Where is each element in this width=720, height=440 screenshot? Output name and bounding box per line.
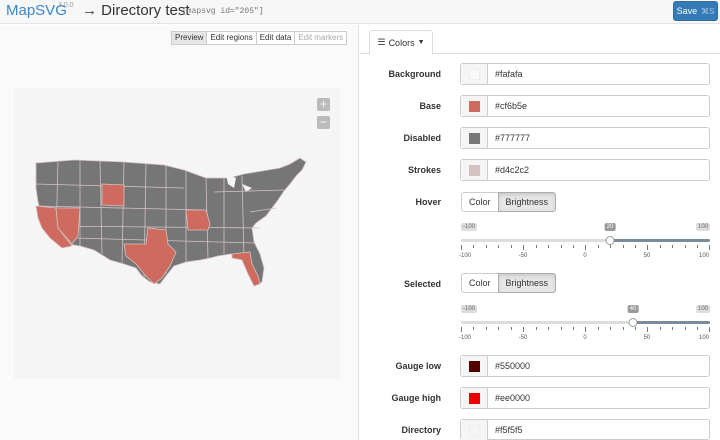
disabled-swatch [468, 132, 480, 144]
disabled-label: Disabled [403, 133, 441, 143]
save-shortcut: ⌘S [701, 6, 715, 16]
directory-swatch [468, 424, 480, 436]
background-label: Background [388, 69, 441, 79]
selected-slider-min: -100 [461, 305, 478, 313]
region-texas [123, 227, 177, 285]
gauge-high-label: Gauge high [391, 393, 442, 403]
gauge-low-swatch [468, 360, 480, 372]
background-value: #fafafa [495, 69, 523, 79]
gauge-high-swatch [468, 392, 480, 404]
region-nevada [55, 207, 81, 245]
hover-slider-max: 100 [695, 223, 710, 231]
directory-swatch-button[interactable] [461, 420, 488, 440]
save-button[interactable]: Save ⌘S [673, 1, 718, 21]
gauge-high-value: #ee0000 [495, 393, 531, 403]
selected-color-option[interactable]: Color [461, 273, 499, 293]
directory-color-field[interactable]: #f5f5f5 [460, 419, 710, 440]
background-swatch [468, 68, 480, 80]
gauge-low-label: Gauge low [395, 361, 441, 371]
hover-slider-ticks [461, 245, 710, 251]
mode-edit-regions[interactable]: Edit regions [206, 31, 257, 45]
selected-label: Selected [403, 279, 441, 289]
save-button-label: Save [676, 6, 698, 16]
selected-scale-max: 100 [698, 335, 710, 341]
gauge-low-color-field[interactable]: #550000 [460, 355, 710, 377]
selected-scale-neg50: -50 [518, 335, 528, 341]
background-color-field[interactable]: #fafafa [460, 63, 710, 85]
hover-color-option[interactable]: Color [461, 192, 499, 212]
hover-slider-handle[interactable] [605, 236, 615, 245]
shortcode-label: [mapsvg id="205"] [182, 7, 264, 16]
menu-icon: ☰ [377, 37, 386, 47]
disabled-swatch-button[interactable] [461, 128, 488, 148]
version-label: 3.0.0 [58, 2, 74, 9]
tab-colors[interactable]: ☰ Colors ▼ [369, 30, 433, 55]
selected-mode-toggle: Color Brightness [461, 273, 557, 293]
gauge-low-value: #550000 [495, 361, 531, 371]
map-title: → Directory test [82, 2, 190, 19]
brand-link[interactable]: MapSVG [6, 2, 67, 19]
base-label: Base [419, 101, 441, 111]
base-color-field[interactable]: #cf6b5e [460, 95, 710, 117]
disabled-color-field[interactable]: #777777 [460, 127, 710, 149]
selected-slider-max: 100 [695, 305, 710, 313]
strokes-label: Strokes [407, 165, 441, 175]
region-florida [231, 251, 261, 287]
selected-brightness-slider[interactable]: -100 100 40 -100 -50 0 50 100 [458, 305, 710, 345]
hover-slider-track[interactable] [461, 236, 710, 245]
mode-edit-data[interactable]: Edit data [255, 31, 296, 45]
selected-slider-fill [633, 321, 710, 324]
zoom-in-button[interactable]: + [317, 98, 330, 111]
strokes-color-field[interactable]: #d4c2c2 [460, 159, 710, 181]
hover-brightness-slider[interactable]: -100 100 20 -100 -50 0 50 100 [458, 223, 710, 263]
selected-slider-handle[interactable] [628, 318, 638, 327]
selected-slider-track[interactable] [461, 318, 710, 327]
directory-label: Directory [401, 425, 441, 435]
mode-switcher: Preview Edit regions Edit data Edit mark… [171, 31, 348, 45]
selected-slider-value: 40 [627, 305, 639, 313]
zoom-out-button[interactable]: − [317, 116, 330, 129]
hover-mode-toggle: Color Brightness [461, 192, 557, 212]
gauge-low-swatch-button[interactable] [461, 356, 488, 376]
panel-divider[interactable] [358, 25, 359, 440]
mode-edit-markers: Edit markers [294, 31, 348, 45]
disabled-value: #777777 [495, 133, 531, 143]
base-value: #cf6b5e [495, 101, 528, 111]
base-swatch [468, 100, 480, 112]
directory-value: #f5f5f5 [495, 425, 523, 435]
hover-slider-value: 20 [604, 223, 616, 231]
base-swatch-button[interactable] [461, 96, 488, 116]
strokes-swatch [468, 164, 480, 176]
selected-brightness-option[interactable]: Brightness [497, 273, 557, 293]
strokes-swatch-button[interactable] [461, 160, 488, 180]
mode-preview[interactable]: Preview [171, 31, 208, 45]
gauge-high-swatch-button[interactable] [461, 388, 488, 408]
selected-slider-ticks [461, 327, 710, 333]
caret-down-icon: ▼ [417, 39, 425, 46]
hover-label: Hover [415, 197, 441, 207]
hover-scale-min: -100 [458, 253, 472, 259]
strokes-value: #d4c2c2 [495, 165, 530, 175]
selected-scale-50: 50 [643, 335, 651, 341]
hover-scale-max: 100 [698, 253, 710, 259]
settings-tabbar: ☰ Colors ▼ [360, 25, 720, 55]
hover-slider-min: -100 [461, 223, 478, 231]
region-wyoming [101, 183, 125, 207]
hover-slider-fill [610, 239, 710, 242]
hover-scale-neg50: -50 [518, 253, 528, 259]
hover-brightness-option[interactable]: Brightness [497, 192, 557, 212]
hover-scale-50: 50 [643, 253, 651, 259]
background-swatch-button[interactable] [461, 64, 488, 84]
gauge-high-color-field[interactable]: #ee0000 [460, 387, 710, 409]
hover-scale-zero: 0 [583, 253, 587, 259]
selected-scale-zero: 0 [583, 335, 587, 341]
usa-map[interactable] [14, 88, 340, 379]
selected-scale-min: -100 [458, 335, 472, 341]
top-header: MapSVG 3.0.0 → Directory test [mapsvg id… [0, 0, 720, 24]
region-missouri [185, 209, 211, 231]
map-container[interactable]: + − [14, 88, 340, 379]
tab-colors-label: Colors [388, 37, 415, 48]
